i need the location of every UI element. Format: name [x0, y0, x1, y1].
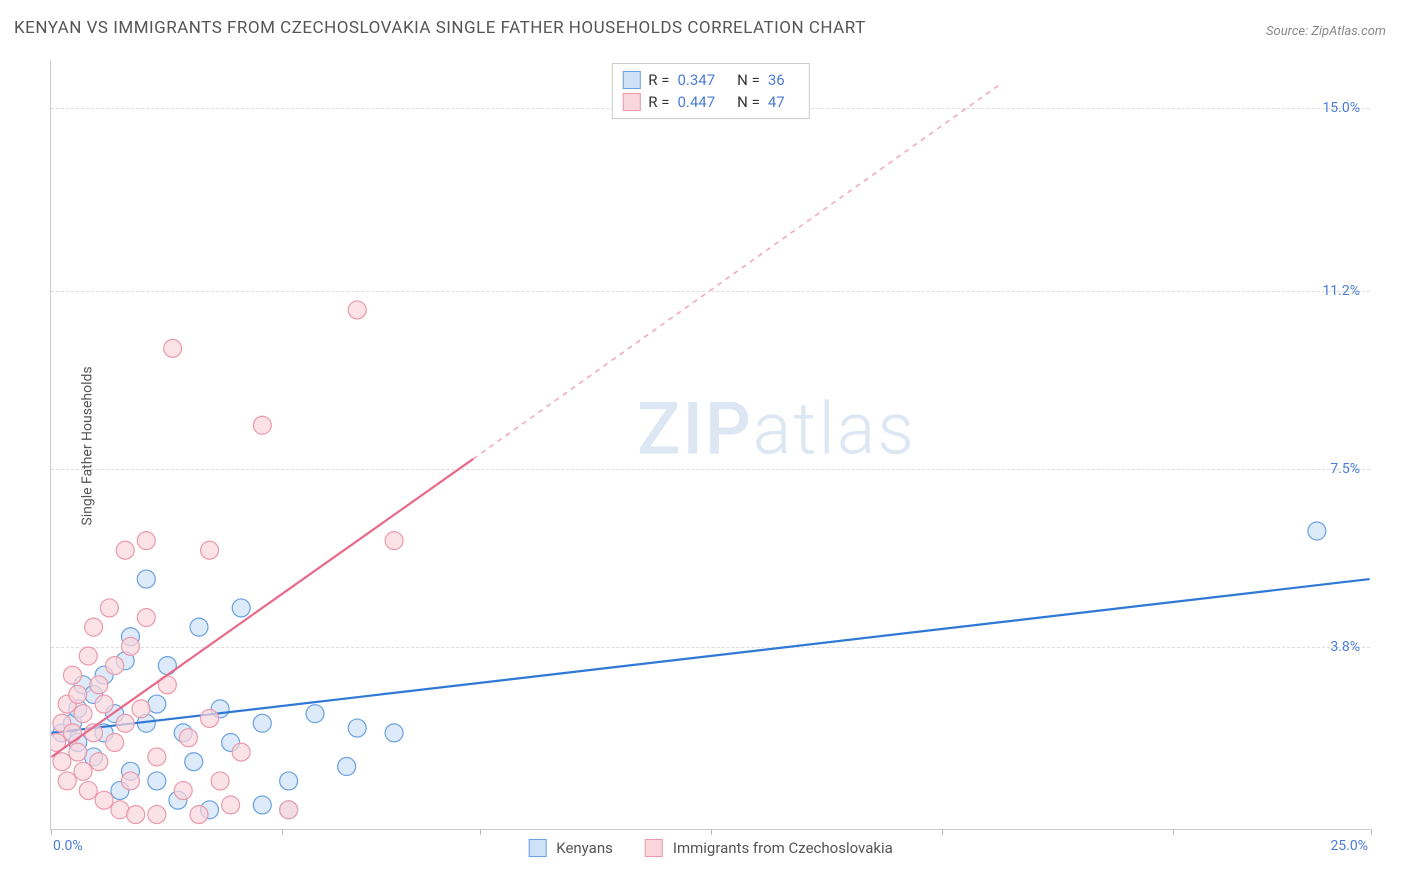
data-point-czech: [111, 801, 129, 819]
legend-r-label: R =: [648, 93, 669, 111]
legend-n-label: N =: [737, 71, 760, 89]
data-point-czech: [201, 541, 219, 559]
data-point-kenyans: [148, 772, 166, 790]
data-point-czech: [69, 743, 87, 761]
legend-swatch-b-czech: [645, 839, 663, 857]
data-point-czech: [211, 772, 229, 790]
data-point-czech: [79, 782, 97, 800]
data-point-czech: [137, 609, 155, 627]
legend-n-czech: 47: [768, 93, 785, 111]
data-point-czech: [95, 791, 113, 809]
data-point-kenyans: [1308, 522, 1326, 540]
data-point-czech: [69, 685, 87, 703]
data-point-czech: [58, 772, 76, 790]
legend-n-kenyans: 36: [768, 71, 785, 89]
data-point-czech: [106, 733, 124, 751]
data-point-czech: [121, 772, 139, 790]
data-point-czech: [116, 541, 134, 559]
data-point-czech: [63, 666, 81, 684]
data-point-czech: [174, 782, 192, 800]
legend-r-kenyans: 0.347: [677, 71, 715, 89]
legend-swatch-b-kenyans: [528, 839, 546, 857]
x-axis-min-label: 0.0%: [53, 838, 83, 854]
legend-r-label: R =: [648, 71, 669, 89]
data-point-czech: [385, 532, 403, 550]
source-label: Source: ZipAtlas.com: [1266, 24, 1386, 39]
legend-row-kenyans: R = 0.347 N = 36: [622, 69, 798, 91]
data-point-czech: [90, 676, 108, 694]
data-point-kenyans: [348, 719, 366, 737]
data-point-czech: [132, 700, 150, 718]
data-point-kenyans: [232, 599, 250, 617]
x-tick: [282, 829, 283, 835]
legend-n-label: N =: [737, 93, 760, 111]
data-point-czech: [179, 729, 197, 747]
data-point-czech: [232, 743, 250, 761]
data-point-czech: [74, 705, 92, 723]
data-point-kenyans: [280, 772, 298, 790]
data-point-kenyans: [253, 714, 271, 732]
data-point-czech: [79, 647, 97, 665]
data-point-czech: [201, 709, 219, 727]
data-point-czech: [116, 714, 134, 732]
scatter-plot-svg: [51, 60, 1370, 829]
plot-area: ZIPatlas R = 0.347 N = 36 R = 0.447 N = …: [50, 60, 1370, 830]
data-point-czech: [280, 801, 298, 819]
trendline-kenyans: [51, 579, 1369, 733]
data-point-kenyans: [385, 724, 403, 742]
data-point-czech: [85, 618, 103, 636]
data-point-kenyans: [137, 570, 155, 588]
legend-r-czech: 0.447: [677, 93, 715, 111]
data-point-czech: [95, 695, 113, 713]
x-tick: [480, 829, 481, 835]
data-point-czech: [253, 416, 271, 434]
data-point-czech: [222, 796, 240, 814]
legend-series: Kenyans Immigrants from Czechoslovakia: [528, 839, 893, 857]
legend-label-kenyans: Kenyans: [556, 839, 613, 857]
chart-container: KENYAN VS IMMIGRANTS FROM CZECHOSLOVAKIA…: [0, 0, 1406, 892]
data-point-kenyans: [253, 796, 271, 814]
data-point-czech: [137, 532, 155, 550]
legend-label-czech: Immigrants from Czechoslovakia: [673, 839, 893, 857]
legend-swatch-kenyans: [622, 71, 640, 89]
trendline-dash-czech: [473, 84, 1000, 459]
data-point-czech: [63, 724, 81, 742]
data-point-czech: [90, 753, 108, 771]
data-point-kenyans: [306, 705, 324, 723]
x-tick: [942, 829, 943, 835]
legend-row-czech: R = 0.447 N = 47: [622, 91, 798, 113]
data-point-czech: [127, 806, 145, 824]
data-point-czech: [148, 806, 166, 824]
data-point-czech: [53, 753, 71, 771]
data-point-kenyans: [148, 695, 166, 713]
x-tick: [51, 829, 52, 835]
data-point-czech: [164, 339, 182, 357]
data-point-kenyans: [158, 657, 176, 675]
x-tick: [711, 829, 712, 835]
data-point-czech: [190, 806, 208, 824]
data-point-czech: [106, 657, 124, 675]
data-point-czech: [348, 301, 366, 319]
x-axis-max-label: 25.0%: [1330, 838, 1368, 854]
data-point-kenyans: [185, 753, 203, 771]
data-point-czech: [100, 599, 118, 617]
x-tick: [1173, 829, 1174, 835]
data-point-czech: [74, 762, 92, 780]
data-point-czech: [121, 637, 139, 655]
legend-swatch-czech: [622, 93, 640, 111]
legend-correlation: R = 0.347 N = 36 R = 0.447 N = 47: [611, 63, 809, 119]
chart-title: KENYAN VS IMMIGRANTS FROM CZECHOSLOVAKIA…: [14, 18, 866, 38]
data-point-kenyans: [190, 618, 208, 636]
data-point-czech: [148, 748, 166, 766]
x-tick: [1371, 829, 1372, 835]
data-point-kenyans: [338, 758, 356, 776]
